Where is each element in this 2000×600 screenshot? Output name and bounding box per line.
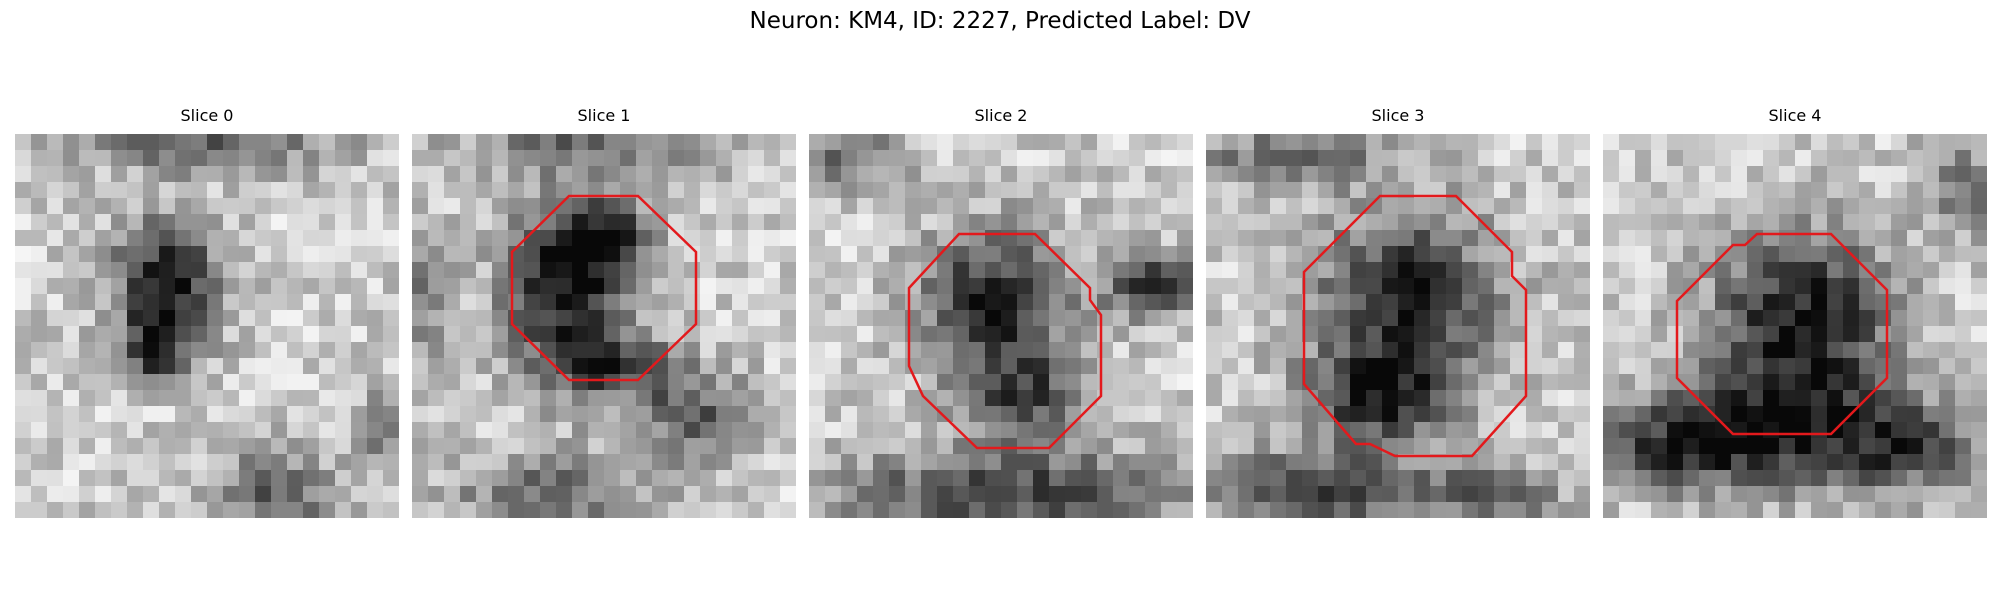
roi-contour <box>907 232 1103 450</box>
roi-contour <box>1302 194 1528 458</box>
slice-title: Slice 1 <box>577 106 631 125</box>
roi-contour <box>1675 232 1889 436</box>
slice-title: Slice 2 <box>974 106 1028 125</box>
slice-image-1 <box>412 134 796 518</box>
roi-contour <box>510 194 698 382</box>
slice-image-0 <box>15 134 399 518</box>
slice-image-4 <box>1603 134 1987 518</box>
slice-image-2 <box>809 134 1193 518</box>
slice-title: Slice 3 <box>1371 106 1425 125</box>
figure-title: Neuron: KM4, ID: 2227, Predicted Label: … <box>749 8 1251 34</box>
slice-image-3 <box>1206 134 1590 518</box>
slice-title: Slice 0 <box>180 106 234 125</box>
slice-title: Slice 4 <box>1768 106 1822 125</box>
